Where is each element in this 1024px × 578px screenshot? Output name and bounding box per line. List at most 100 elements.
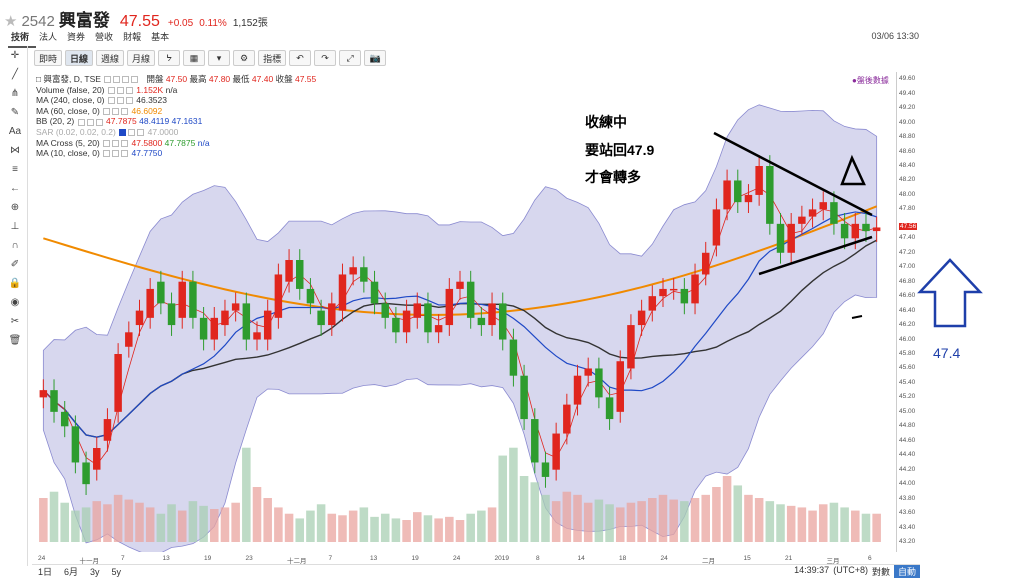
volume-bar	[210, 509, 219, 542]
tab-institutional[interactable]: 法人	[39, 32, 58, 42]
after-hours-label[interactable]: ●盤後數據	[852, 76, 889, 85]
interval-daily-button[interactable]: 日線	[65, 50, 94, 66]
candle-body	[723, 180, 731, 210]
volume-bar	[829, 502, 839, 542]
candle-body	[872, 227, 881, 232]
range-3y-button[interactable]: 3y	[90, 566, 100, 577]
favorite-star-icon[interactable]: ★	[4, 13, 18, 30]
measure-icon[interactable]: ⊥	[10, 221, 20, 232]
timezone[interactable]: (UTC+8)	[833, 565, 868, 575]
volume-bar	[327, 513, 337, 542]
interval-realtime-button[interactable]: 即時	[34, 50, 63, 66]
volume-bar	[39, 498, 48, 542]
price-tick: 49.40	[899, 89, 916, 97]
volume-bar	[712, 487, 721, 542]
price-tick: 44.20	[899, 465, 916, 473]
candle-body	[210, 317, 219, 340]
volume-bar	[199, 505, 208, 542]
volume-bar	[348, 510, 358, 542]
tab-basic[interactable]: 基本	[151, 32, 170, 42]
trendline-icon[interactable]: ╱	[11, 69, 19, 80]
crosshair-icon[interactable]: ✛	[10, 50, 20, 61]
candle-body	[274, 274, 283, 318]
date-tick: 二月	[702, 558, 715, 565]
range-5y-button[interactable]: 5y	[111, 566, 122, 577]
volume-bar	[391, 518, 401, 542]
volume-bar	[594, 499, 604, 542]
candle-body	[189, 281, 197, 318]
legend-macross-na: n/a	[197, 137, 210, 148]
price-tick: 46.00	[899, 335, 916, 343]
log-scale-toggle[interactable]: 對數	[871, 567, 890, 577]
tab-technical[interactable]: 技術	[8, 29, 37, 48]
volume-bar	[145, 507, 155, 542]
zoom-icon[interactable]: ⊕	[10, 202, 20, 213]
chart-type-dropdown-icon[interactable]: ▾	[208, 50, 231, 66]
redo-icon[interactable]: ↷	[314, 50, 337, 66]
volume-bar	[402, 520, 411, 542]
price-tick: 44.40	[899, 451, 916, 459]
tab-financials[interactable]: 財報	[123, 32, 142, 42]
lock-icon[interactable]: 🔒	[8, 278, 22, 289]
settings-gear-icon[interactable]: ⚙	[233, 50, 256, 66]
volume-bar	[658, 494, 668, 542]
range-1d-button[interactable]: 1日	[38, 567, 53, 577]
compare-icon[interactable]: ᔭ	[158, 50, 181, 66]
candle-body	[402, 310, 411, 333]
volume-bar	[808, 510, 817, 542]
tab-revenue[interactable]: 營收	[95, 32, 114, 42]
candle-body	[157, 281, 165, 304]
undo-icon[interactable]: ↶	[289, 50, 312, 66]
candle-body	[434, 325, 443, 333]
candle-body	[413, 303, 422, 318]
brush-icon[interactable]: ✎	[10, 107, 20, 118]
candle-body	[242, 303, 251, 340]
fullscreen-icon[interactable]: ⤢	[339, 50, 362, 66]
interval-monthly-button[interactable]: 月線	[127, 50, 156, 66]
candle-body	[82, 462, 90, 485]
candle-body	[39, 390, 48, 398]
date-tick: 19	[411, 555, 419, 562]
indicators-button[interactable]: 指標	[258, 50, 287, 66]
volume-bar	[818, 504, 828, 542]
volume-bar	[551, 501, 561, 542]
price-tick: 44.60	[899, 436, 916, 444]
candle-body	[146, 288, 154, 318]
date-tick: 24	[453, 555, 461, 562]
magnet-icon[interactable]: ∩	[11, 240, 19, 251]
legend-macross-slow: 47.7875	[164, 137, 196, 148]
candle-body	[167, 303, 176, 326]
snapshot-camera-icon[interactable]: 📷	[364, 50, 387, 66]
price-axis[interactable]: 49.60 49.40 49.20 49.00 48.80 48.60 48.40 48.20…	[896, 72, 920, 552]
price-tick: 45.40	[899, 378, 916, 386]
auto-scale-toggle[interactable]: 自動	[893, 565, 920, 578]
volume-bar	[113, 494, 123, 542]
volume-bar	[765, 501, 775, 542]
text-icon[interactable]: Aa	[8, 126, 22, 137]
remove-tools-icon[interactable]: ✂	[10, 316, 20, 327]
eye-icon[interactable]: ◉	[10, 297, 20, 308]
candle-body	[392, 317, 400, 333]
volume-bar	[626, 502, 636, 542]
chart-type-icon[interactable]: ▦	[183, 50, 206, 66]
price-tick: 45.60	[899, 364, 916, 372]
volume-bar	[135, 502, 144, 542]
arrow-icon[interactable]: ←	[10, 183, 20, 194]
range-6m-button[interactable]: 6月	[64, 567, 79, 577]
fibonacci-icon[interactable]: ≡	[12, 164, 18, 175]
date-tick: 15	[743, 555, 751, 562]
tab-margin[interactable]: 資券	[67, 32, 86, 42]
legend-ma10-value: 47.7750	[131, 148, 163, 159]
triangle-drawing	[840, 154, 866, 186]
candle-body	[573, 375, 582, 405]
price-tick: 47.40	[899, 234, 916, 242]
pencil-lock-icon[interactable]: ✐	[10, 259, 20, 270]
interval-weekly-button[interactable]: 週線	[96, 50, 125, 66]
price-chart[interactable]	[32, 72, 896, 552]
fork-icon[interactable]: ⋔	[10, 88, 20, 99]
trash-icon[interactable]: 🗑	[8, 335, 22, 346]
volume-bar	[263, 498, 272, 542]
legend-macross: MA Cross (5, 20) 47.5800 47.7875 n/a	[36, 138, 316, 149]
pattern-icon[interactable]: ⋈	[10, 145, 20, 156]
